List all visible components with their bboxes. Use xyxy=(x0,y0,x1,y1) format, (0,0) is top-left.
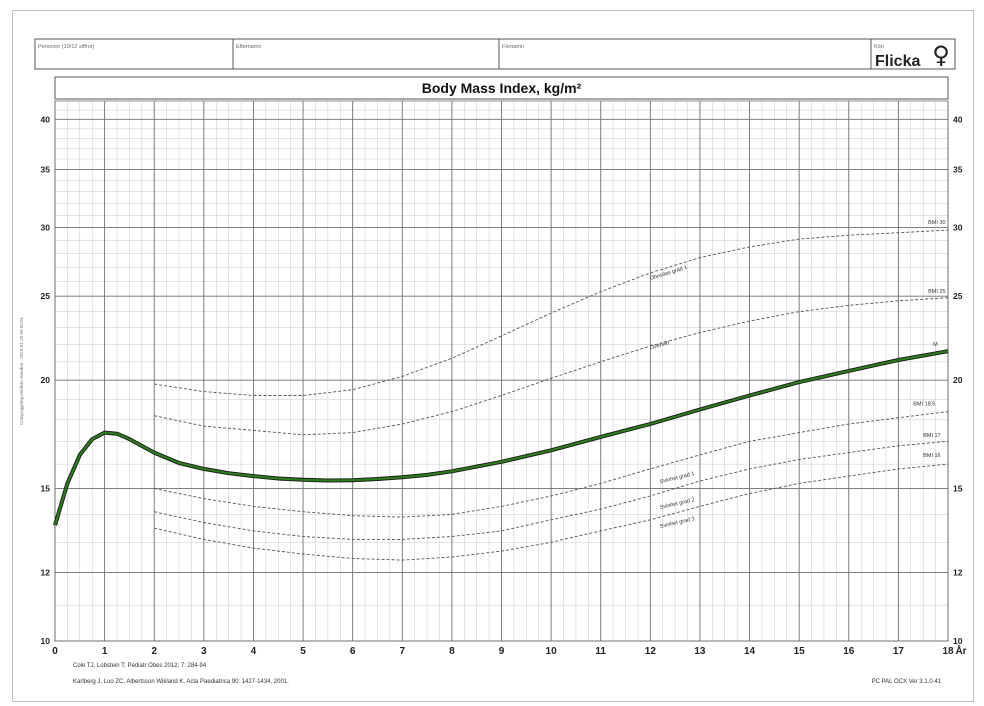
y-tick-label-left: 30 xyxy=(41,223,51,233)
curve-annotation: BMI 18,5 xyxy=(913,401,935,407)
y-tick-label-left: 35 xyxy=(41,165,51,175)
y-tick-label-right: 40 xyxy=(953,114,963,124)
curve-annotation: BMI 16 xyxy=(923,453,940,459)
x-tick-label: 2 xyxy=(151,646,157,657)
x-tick-label: 6 xyxy=(350,646,356,657)
y-tick-label-right: 12 xyxy=(953,567,963,577)
bmi-chart: Personnr (10/12 siffror) Efternamn Förnamn… xyxy=(19,38,967,685)
x-tick-label: 10 xyxy=(546,646,558,657)
y-tick-label-right: 10 xyxy=(953,636,963,646)
female-symbol-icon: ♀ xyxy=(932,41,950,69)
x-tick-label: 8 xyxy=(449,646,455,657)
header-field-label: Förnamn xyxy=(502,44,524,50)
side-note: Compuggning Medicin Sweden - 2023-01-20 … xyxy=(19,316,24,425)
x-tick-label: 14 xyxy=(744,646,756,657)
y-tick-label-left: 40 xyxy=(41,114,51,124)
y-tick-label-left: 10 xyxy=(41,636,51,646)
x-tick-label: 16 xyxy=(843,646,855,657)
x-tick-label: 17 xyxy=(893,646,905,657)
y-tick-label-right: 35 xyxy=(953,165,963,175)
curve-annotation: BMI 17 xyxy=(923,433,940,439)
chart-title: Body Mass Index, kg/m² xyxy=(422,80,582,96)
x-tick-label: 7 xyxy=(399,646,405,657)
x-tick-label: 15 xyxy=(794,646,806,657)
x-axis-label: År xyxy=(955,644,966,657)
curve-annotation: BMI 25 xyxy=(928,289,945,295)
y-tick-label-left: 20 xyxy=(41,375,51,385)
y-tick-label-left: 15 xyxy=(41,483,51,493)
x-tick-label: 9 xyxy=(499,646,505,657)
series-line xyxy=(154,297,949,436)
header-field-value: Flicka xyxy=(875,53,920,70)
series-line xyxy=(154,440,949,540)
y-tick-label-left: 25 xyxy=(41,291,51,301)
header-field-box xyxy=(498,38,872,70)
footer-reference-1: Cole TJ, Lobstein T; Pediatr Obes 2012; … xyxy=(73,663,207,669)
footer-version: PC PAL OCX Ver 3.1.0.41 xyxy=(872,679,942,685)
curve-annotation: BMI 30 xyxy=(928,220,945,226)
header-field-box xyxy=(232,38,500,70)
header-field-label: Personnr (10/12 siffror) xyxy=(38,44,95,50)
x-tick-label: 3 xyxy=(201,646,207,657)
series-line xyxy=(154,411,949,518)
header-field-box xyxy=(870,38,956,70)
series-line xyxy=(154,229,949,396)
series-line xyxy=(154,463,949,561)
x-tick-label: 0 xyxy=(52,646,58,657)
y-tick-label-left: 12 xyxy=(41,567,51,577)
x-tick-label: 12 xyxy=(645,646,657,657)
header-field-box xyxy=(34,38,234,70)
y-tick-label-right: 30 xyxy=(953,223,963,233)
x-tick-label: 13 xyxy=(694,646,706,657)
x-tick-label: 4 xyxy=(251,646,257,657)
header-field-label: Efternamn xyxy=(236,44,261,50)
series-line xyxy=(53,350,949,526)
curve-annotation: M xyxy=(933,342,938,348)
footer-reference-2: Karlberg J, Luo ZC, Albertsson Wikland K… xyxy=(73,679,289,685)
x-tick-label: 18 xyxy=(942,646,954,657)
y-tick-label-right: 20 xyxy=(953,375,963,385)
x-tick-label: 1 xyxy=(102,646,108,657)
x-tick-label: 5 xyxy=(300,646,306,657)
growth-chart-sheet: Personnr (10/12 siffror) Efternamn Förnamn… xyxy=(12,10,974,702)
title-box xyxy=(54,76,949,100)
header-field-label: Kön xyxy=(874,44,884,50)
x-tick-label: 11 xyxy=(595,646,606,657)
y-tick-label-right: 25 xyxy=(953,291,963,301)
y-tick-label-right: 15 xyxy=(953,483,963,493)
